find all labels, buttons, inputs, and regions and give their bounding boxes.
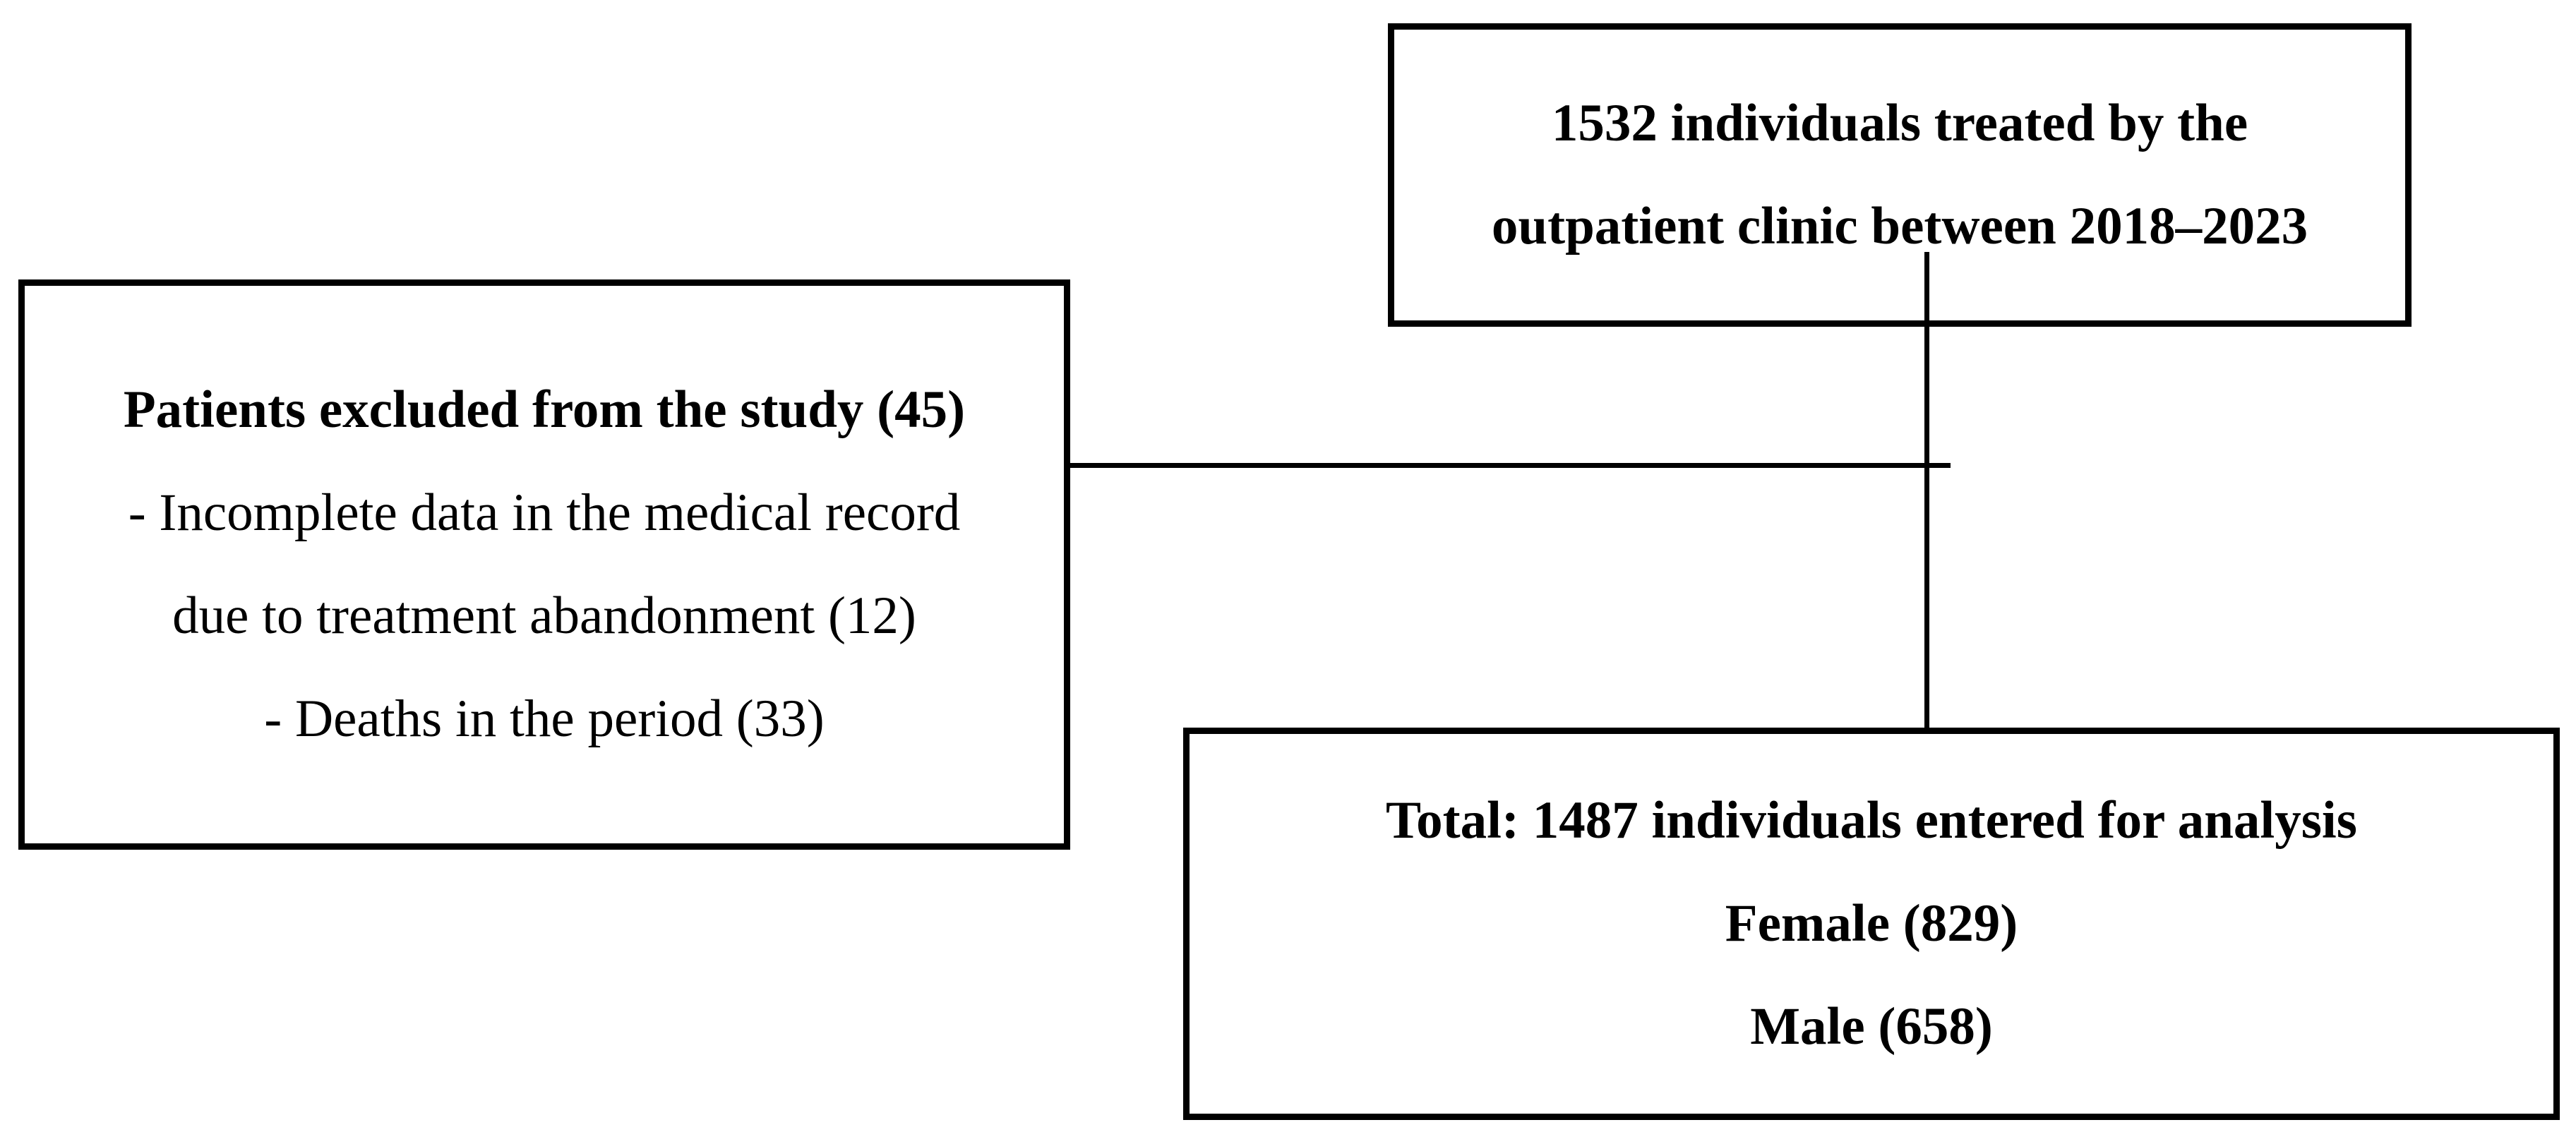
connector-horizontal-line (1070, 463, 1951, 468)
treated-individuals-box: 1532 individuals treated by the outpatie… (1388, 23, 2412, 327)
exclusion-reason-deaths: - Deaths in the period (33) (264, 690, 825, 748)
analysis-total-box: Total: 1487 individuals entered for anal… (1183, 728, 2560, 1120)
treated-individuals-line-1: 1532 individuals treated by the (1551, 94, 2248, 152)
connector-vertical-line (1924, 252, 1929, 732)
analysis-female-line: Female (829) (1725, 894, 2018, 953)
excluded-patients-box: Patients excluded from the study (45) - … (18, 279, 1070, 850)
exclusion-reason-incomplete-data-cont: due to treatment abandonment (12) (172, 586, 916, 645)
excluded-patients-title: Patients excluded from the study (45) (123, 380, 966, 439)
analysis-male-line: Male (658) (1750, 997, 1993, 1056)
analysis-total-line: Total: 1487 individuals entered for anal… (1386, 791, 2357, 850)
treated-individuals-line-2: outpatient clinic between 2018–2023 (1491, 197, 2308, 255)
exclusion-reason-incomplete-data: - Incomplete data in the medical record (128, 483, 961, 542)
